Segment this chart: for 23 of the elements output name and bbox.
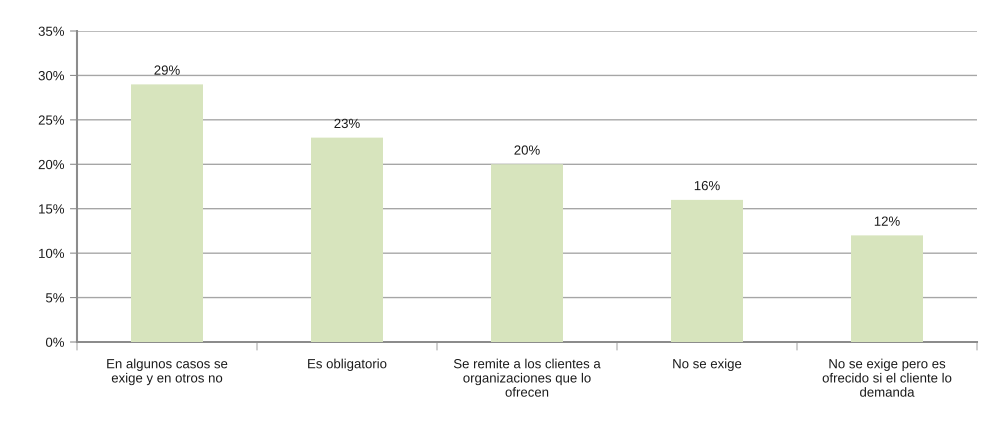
data-label: 20% bbox=[514, 145, 540, 155]
bar bbox=[131, 84, 203, 342]
y-tick-label: 15% bbox=[39, 204, 64, 214]
x-tick-label: No se exige bbox=[673, 358, 742, 371]
x-tick-label: En algunos casos se exige y en otros no bbox=[107, 358, 228, 386]
data-label: 29% bbox=[154, 65, 180, 75]
y-tick-label: 30% bbox=[38, 70, 64, 80]
data-label: 12% bbox=[874, 216, 900, 226]
y-tick-label: 5% bbox=[46, 293, 64, 302]
x-tick-label: No se exige pero es ofrecido si el cliente lo demanda bbox=[822, 358, 952, 397]
data-label: 23% bbox=[334, 118, 360, 128]
y-tick-label: 20% bbox=[38, 160, 64, 170]
y-tick-label: 0% bbox=[46, 338, 64, 347]
y-tick-label: 10% bbox=[39, 248, 64, 258]
y-tick-label: 25% bbox=[38, 115, 64, 125]
x-tick-label: Es obligatorio bbox=[308, 358, 386, 371]
y-tick-label: 35% bbox=[38, 26, 64, 36]
bar bbox=[311, 138, 383, 342]
data-label: 16% bbox=[694, 180, 720, 190]
x-tick-label: Se remite a los clientes a organizaciones que lo ofrecen bbox=[454, 358, 601, 397]
bar bbox=[851, 235, 923, 342]
bar bbox=[671, 200, 743, 342]
bar bbox=[491, 164, 563, 342]
